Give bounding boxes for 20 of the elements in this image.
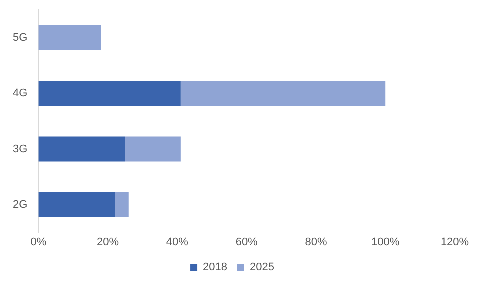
bar (38, 25, 102, 50)
bar (180, 81, 386, 106)
x-tick-label: 120% (440, 236, 470, 248)
x-tick-label: 0% (30, 236, 47, 248)
y-tick-label: 3G (12, 143, 28, 156)
y-tick-label: 5G (12, 32, 28, 44)
bar (38, 136, 126, 162)
x-tick-label: 60% (236, 236, 258, 248)
bar (38, 81, 181, 106)
bar (38, 192, 115, 218)
legend-label: 2018 (203, 262, 228, 274)
bar (115, 192, 129, 218)
x-tick-label: 40% (166, 236, 189, 248)
bar (125, 136, 181, 162)
y-tick-label: 2G (12, 198, 28, 211)
x-tick-label: 80% (305, 236, 328, 248)
y-tick-label: 4G (12, 88, 28, 100)
x-tick-label: 20% (97, 236, 120, 248)
x-tick-label: 100% (372, 236, 400, 248)
legend-label: 2025 (250, 262, 274, 274)
